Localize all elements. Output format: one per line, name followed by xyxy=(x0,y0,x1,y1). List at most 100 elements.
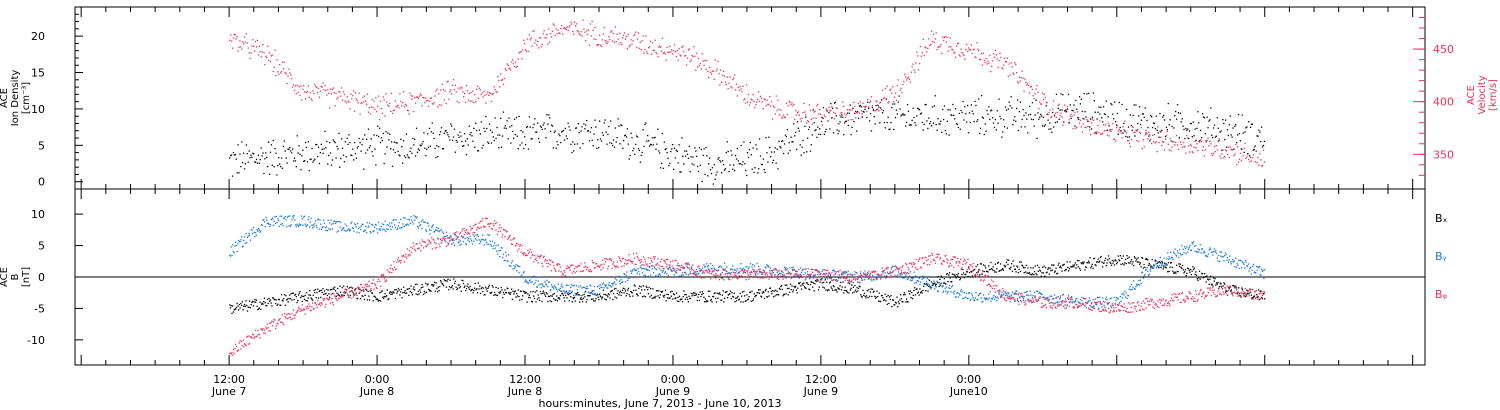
velocity-point xyxy=(765,105,767,107)
b-field-point xyxy=(1248,292,1250,295)
velocity-point xyxy=(231,47,234,49)
velocity-point xyxy=(317,87,320,90)
velocity-point xyxy=(544,37,546,39)
density-point xyxy=(1071,109,1073,111)
density-point xyxy=(1089,126,1091,128)
velocity-point xyxy=(998,59,1000,62)
density-point xyxy=(838,130,840,132)
density-point xyxy=(684,150,686,152)
velocity-point xyxy=(335,92,337,95)
velocity-point xyxy=(708,76,710,78)
density-point xyxy=(401,146,403,148)
density-point xyxy=(594,119,596,121)
velocity-point xyxy=(426,100,428,102)
b-field-point xyxy=(925,289,927,292)
b-field-point xyxy=(1171,256,1173,259)
velocity-point xyxy=(566,26,568,28)
density-point xyxy=(394,151,396,154)
b-field-point xyxy=(368,299,371,301)
density-point xyxy=(867,101,869,103)
density-point xyxy=(352,148,354,150)
b-field-point xyxy=(1047,267,1050,269)
b-field-point xyxy=(272,297,274,299)
density-point xyxy=(508,117,510,119)
b-field-point xyxy=(1018,292,1020,294)
b-field-point xyxy=(751,266,753,268)
density-point xyxy=(443,132,445,134)
b-field-point xyxy=(568,300,570,302)
density-point xyxy=(520,129,522,132)
velocity-point xyxy=(552,23,555,25)
density-point xyxy=(763,168,765,171)
density-point xyxy=(1247,153,1249,155)
velocity-point xyxy=(548,28,550,30)
velocity-point xyxy=(745,84,748,86)
b-field-point xyxy=(669,291,672,293)
b-field-point xyxy=(1146,267,1148,269)
velocity-point xyxy=(673,44,676,46)
b-field-point xyxy=(1098,261,1100,263)
velocity-point xyxy=(1121,137,1123,139)
density-point xyxy=(257,154,260,156)
b-field-point xyxy=(482,239,485,241)
density-point xyxy=(616,137,618,139)
density-point xyxy=(660,167,662,169)
b-field-point xyxy=(968,266,970,268)
density-point xyxy=(1227,134,1230,137)
b-field-point xyxy=(492,247,494,250)
b-field-point xyxy=(312,224,314,226)
b-field-point xyxy=(723,297,726,299)
b-field-point xyxy=(652,272,655,274)
velocity-point xyxy=(1163,149,1166,151)
b-field-point xyxy=(337,220,339,223)
density-point xyxy=(966,121,968,123)
b-field-point xyxy=(417,227,420,229)
b-field-point xyxy=(1093,257,1096,260)
b-field-point xyxy=(1164,266,1167,268)
velocity-point xyxy=(623,32,626,34)
b-field-point xyxy=(871,288,874,291)
velocity-point xyxy=(575,23,578,25)
b-field-point xyxy=(853,291,855,293)
velocity-point xyxy=(462,91,464,93)
b-field-point xyxy=(749,291,752,294)
b-field-point xyxy=(294,219,296,221)
density-point xyxy=(731,154,733,156)
b-field-point xyxy=(616,276,619,278)
density-point xyxy=(1162,116,1164,118)
density-point xyxy=(996,110,998,112)
velocity-point xyxy=(1001,67,1003,69)
b-field-point xyxy=(1063,263,1065,265)
density-point xyxy=(335,157,337,159)
b-field-point xyxy=(482,290,484,293)
velocity-point xyxy=(519,51,521,53)
density-point xyxy=(274,147,276,150)
density-point xyxy=(995,129,997,131)
b-field-point xyxy=(945,286,948,288)
velocity-point xyxy=(1131,125,1133,128)
b-field-point xyxy=(547,286,549,288)
velocity-point xyxy=(952,49,954,51)
b-field-point xyxy=(535,279,537,281)
b-field-point xyxy=(952,276,954,278)
velocity-point xyxy=(1168,149,1170,151)
velocity-point xyxy=(1225,150,1228,152)
b-field-point xyxy=(985,270,988,273)
b-field-point xyxy=(797,275,800,277)
velocity-point xyxy=(475,101,477,103)
density-point xyxy=(563,139,566,141)
b-field-point xyxy=(770,269,772,272)
b-field-point xyxy=(487,287,489,289)
density-point xyxy=(528,116,530,118)
density-point xyxy=(907,110,910,112)
b-field-point xyxy=(903,277,905,279)
b-field-point xyxy=(865,297,867,299)
density-point xyxy=(268,173,271,176)
b-field-point xyxy=(556,290,559,292)
density-point xyxy=(1139,123,1142,126)
b-field-point xyxy=(376,298,378,300)
b-field-point xyxy=(322,226,324,228)
velocity-point xyxy=(242,43,245,45)
b-field-point xyxy=(303,215,306,217)
velocity-point xyxy=(885,98,887,100)
